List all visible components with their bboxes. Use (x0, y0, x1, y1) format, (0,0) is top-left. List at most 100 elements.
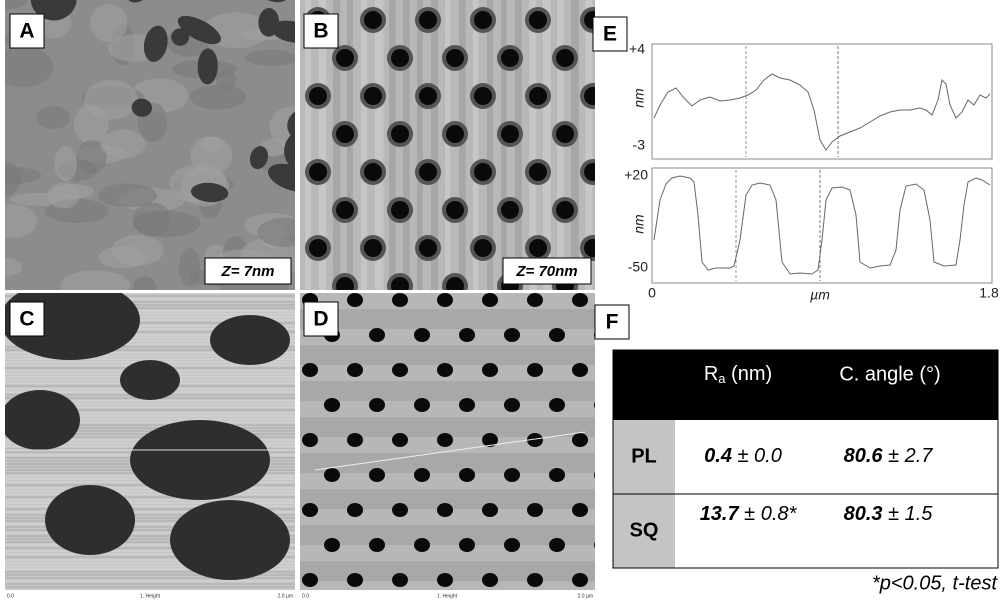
pit (459, 468, 475, 482)
x-tick-label: 1.8 (979, 285, 999, 301)
afm-image-a (5, 0, 295, 290)
hole (529, 239, 547, 257)
island (287, 109, 295, 140)
pit (347, 293, 363, 307)
pit (549, 328, 565, 342)
pit (594, 401, 595, 409)
hole (556, 201, 574, 219)
streak (305, 0, 312, 290)
pit (527, 293, 543, 307)
pit (504, 538, 520, 552)
pit (482, 293, 498, 307)
hole (611, 277, 629, 295)
hole (391, 49, 409, 67)
hole (584, 87, 595, 105)
pit (302, 363, 318, 377)
pit (324, 538, 340, 552)
y-axis-unit: nm (631, 214, 647, 234)
mean: 80.3 (844, 503, 883, 525)
x-tick-label: 0 (648, 285, 656, 301)
y-tick-label: -3 (633, 137, 646, 153)
pit (437, 363, 453, 377)
hole (336, 49, 354, 67)
pit (527, 503, 543, 517)
domain (120, 360, 180, 400)
panel-label: D (313, 308, 328, 331)
sd: ± 1.5 (883, 503, 934, 525)
scale-label: 1. Height (140, 593, 161, 599)
pit (347, 503, 363, 517)
pit (437, 293, 453, 307)
header-unit: (nm) (726, 363, 773, 385)
island (249, 146, 269, 170)
pit (572, 573, 588, 587)
domain (170, 500, 290, 580)
texture (5, 0, 27, 10)
texture (47, 182, 80, 209)
hole (419, 11, 437, 29)
pit (392, 573, 408, 587)
pit (594, 471, 595, 479)
domain (210, 315, 290, 365)
hole (611, 49, 629, 67)
hole (529, 87, 547, 105)
hole (529, 163, 547, 181)
hole (446, 201, 464, 219)
profile-frame (651, 43, 993, 160)
pit (302, 503, 318, 517)
cell: 13.7 ± 0.8* (700, 503, 798, 525)
texture (5, 204, 38, 238)
streak (459, 0, 466, 290)
hole (474, 163, 492, 181)
island (177, 15, 221, 45)
pit (459, 328, 475, 342)
streak (333, 0, 341, 290)
y-tick-label: -50 (628, 259, 648, 275)
hole (446, 277, 464, 290)
hole (391, 201, 409, 219)
afm-image-b (300, 0, 633, 295)
texture (60, 270, 131, 290)
hole (364, 163, 382, 181)
pit (392, 363, 408, 377)
pit (549, 538, 565, 552)
streak (417, 0, 423, 290)
island (271, 20, 295, 43)
pit (527, 573, 543, 587)
y-tick-label: +4 (629, 41, 645, 57)
streak (529, 0, 537, 290)
hole-rim (607, 121, 633, 147)
hole (364, 87, 382, 105)
pit (347, 433, 363, 447)
pit (459, 398, 475, 412)
hole (474, 239, 492, 257)
header-symbol: R (704, 363, 718, 385)
hole (336, 277, 354, 290)
cell: 0.4 ± 0.0 (704, 445, 782, 467)
texture (76, 140, 107, 174)
streak (585, 0, 593, 290)
mean: 0.4 (704, 445, 732, 467)
pit (572, 433, 588, 447)
hole (419, 87, 437, 105)
header-subscript: a (718, 371, 726, 386)
island (197, 48, 218, 85)
hole (529, 11, 547, 29)
hole (584, 163, 595, 181)
hole-rim (607, 197, 633, 223)
hole (419, 163, 437, 181)
texture (98, 183, 157, 208)
pit (414, 398, 430, 412)
texture (5, 257, 23, 277)
hole (309, 87, 327, 105)
scale-label: 0.0 (7, 593, 14, 599)
panel-label: C (19, 308, 34, 331)
table-border (612, 349, 999, 569)
pit (347, 573, 363, 587)
pit (504, 328, 520, 342)
mean: 80.6 (844, 445, 884, 467)
island (171, 28, 190, 46)
note-box (502, 257, 592, 285)
column-header: C. angle (°) (839, 363, 940, 385)
